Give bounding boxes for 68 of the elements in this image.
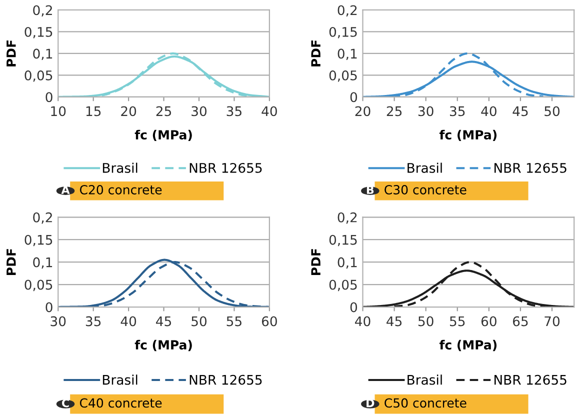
y-tick-label: 0 <box>350 92 358 102</box>
x-tick-label: 60 <box>262 316 277 326</box>
legend-label: NBR 12655 <box>494 162 566 173</box>
x-tick-label: 20 <box>121 106 136 116</box>
x-tick-label: 40 <box>120 316 136 326</box>
y-tick-label: 0,15 <box>329 26 357 38</box>
text: C20 concrete <box>80 185 162 194</box>
y-tick-label: 0,15 <box>329 234 357 246</box>
legend-label: NBR 12655 <box>190 162 262 173</box>
legend-label: NBR 12655 <box>190 374 262 385</box>
y-axis-title: PDF <box>311 40 320 66</box>
legend-label: Brasil <box>102 162 138 173</box>
x-tick-label: 25 <box>156 106 172 116</box>
x-tick-label: 55 <box>450 316 465 326</box>
x-tick-label: 15 <box>86 106 101 116</box>
text: C40 concrete <box>80 398 162 408</box>
x-tick-label: 20 <box>355 106 370 116</box>
x-tick-label: 50 <box>418 316 434 326</box>
x-axis-title: fc (MPa) <box>134 340 192 352</box>
legend-label: Brasil <box>408 374 442 385</box>
x-tick-label: 60 <box>481 316 496 326</box>
x-tick-label: 30 <box>192 106 207 116</box>
x-axis-title: fc (MPa) <box>134 130 192 141</box>
legend-label: Brasil <box>408 162 442 173</box>
y-tick-label: 0,05 <box>329 70 357 82</box>
x-tick-label: 40 <box>262 106 277 116</box>
x-tick-label: 40 <box>355 316 370 326</box>
y-tick-label: 0,15 <box>24 234 52 246</box>
y-tick-label: 0 <box>46 302 52 312</box>
x-tick-label: 30 <box>418 106 434 116</box>
y-tick-label: 0,2 <box>338 5 357 17</box>
x-tick-label: 45 <box>386 316 402 326</box>
legend-label: Brasil <box>102 374 138 385</box>
x-tick-label: 45 <box>512 106 528 116</box>
x-tick-label: 70 <box>544 316 560 326</box>
text: C50 concrete <box>384 398 466 408</box>
x-axis-title: fc (MPa) <box>439 340 497 352</box>
y-tick-label: 0,05 <box>329 280 357 292</box>
y-tick-label: 0,05 <box>24 280 52 292</box>
y-tick-label: 0,05 <box>24 70 52 82</box>
y-tick-label: 0,1 <box>338 48 357 60</box>
text: C30 concrete <box>384 185 466 194</box>
x-tick-label: 50 <box>544 106 560 116</box>
y-axis-title: PDF <box>311 249 320 275</box>
x-tick-label: 45 <box>156 316 172 326</box>
x-tick-label: 50 <box>192 316 207 326</box>
y-axis-title: PDF <box>6 40 16 66</box>
x-axis-title: fc (MPa) <box>439 130 497 141</box>
y-tick-label: 0,2 <box>33 212 52 224</box>
legend-label: NBR 12655 <box>494 374 566 385</box>
y-tick-label: 0,2 <box>33 5 52 17</box>
x-tick-label: 55 <box>226 316 242 326</box>
x-tick-label: 35 <box>226 106 242 116</box>
y-tick-label: 0,1 <box>338 257 357 269</box>
x-tick-label: 30 <box>50 316 66 326</box>
y-tick-label: 0 <box>350 302 358 312</box>
x-tick-label: 10 <box>51 106 66 116</box>
y-tick-label: 0 <box>46 92 52 102</box>
x-tick-label: 40 <box>481 106 496 116</box>
x-tick-label: 35 <box>450 106 465 116</box>
y-tick-label: 0,1 <box>33 257 52 269</box>
x-tick-label: 25 <box>386 106 402 116</box>
x-tick-label: 35 <box>86 316 101 326</box>
y-axis-title: PDF <box>6 249 16 275</box>
y-tick-label: 0,2 <box>338 212 357 224</box>
y-tick-label: 0,15 <box>24 26 52 38</box>
y-tick-label: 0,1 <box>33 48 52 60</box>
x-tick-label: 65 <box>512 316 528 326</box>
